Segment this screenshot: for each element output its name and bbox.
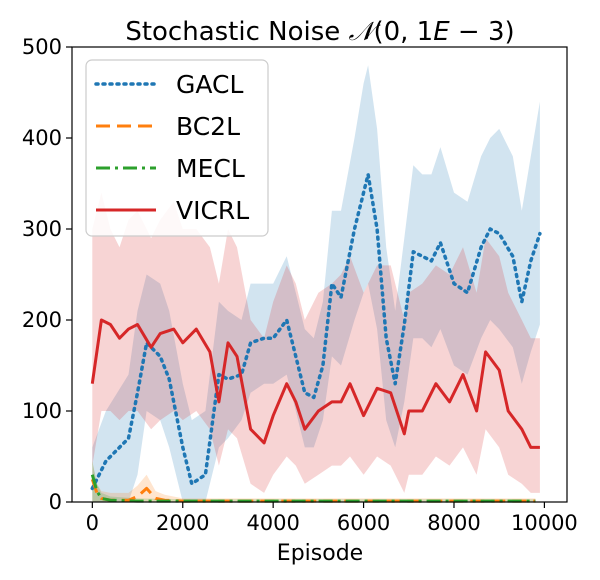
line-bc2l — [90, 478, 536, 503]
confidence-bands — [92, 65, 540, 502]
x-tick-label: 6000 — [337, 511, 390, 535]
series-lines — [90, 172, 542, 503]
y-axis-ticks: 0 100 200 300 400 500 — [22, 35, 72, 514]
x-axis-label: Episode — [277, 541, 363, 566]
y-tick-label: 500 — [22, 35, 62, 59]
legend: GACL BC2L MECL VICRL — [85, 59, 269, 237]
band-vicrl — [92, 192, 540, 493]
legend-label-gacl: GACL — [176, 70, 243, 99]
legend-label-bc2l: BC2L — [176, 112, 240, 141]
x-tick-label: 10000 — [511, 511, 578, 535]
x-tick-label: 2000 — [156, 511, 209, 535]
chart-title: Stochastic Noise 𝒩(0, 1E − 3) — [125, 17, 514, 47]
x-tick-label: 4000 — [246, 511, 299, 535]
x-tick-label: 0 — [86, 511, 99, 535]
x-tick-label: 8000 — [427, 511, 480, 535]
y-tick-label: 100 — [22, 399, 62, 423]
y-tick-label: 0 — [49, 490, 62, 514]
legend-label-mecl: MECL — [176, 154, 245, 183]
band-gacl — [92, 65, 540, 502]
y-tick-label: 200 — [22, 308, 62, 332]
line-mecl — [90, 474, 536, 503]
x-axis-ticks: 0 2000 4000 6000 8000 10000 — [86, 502, 578, 535]
legend-label-vicrl: VICRL — [176, 196, 249, 225]
legend-box — [85, 59, 269, 237]
line-vicrl — [90, 318, 540, 449]
band-bc2l — [92, 461, 536, 502]
y-tick-label: 300 — [22, 217, 62, 241]
y-tick-label: 400 — [22, 126, 62, 150]
plot-frame — [71, 46, 568, 503]
line-gacl — [90, 172, 542, 491]
